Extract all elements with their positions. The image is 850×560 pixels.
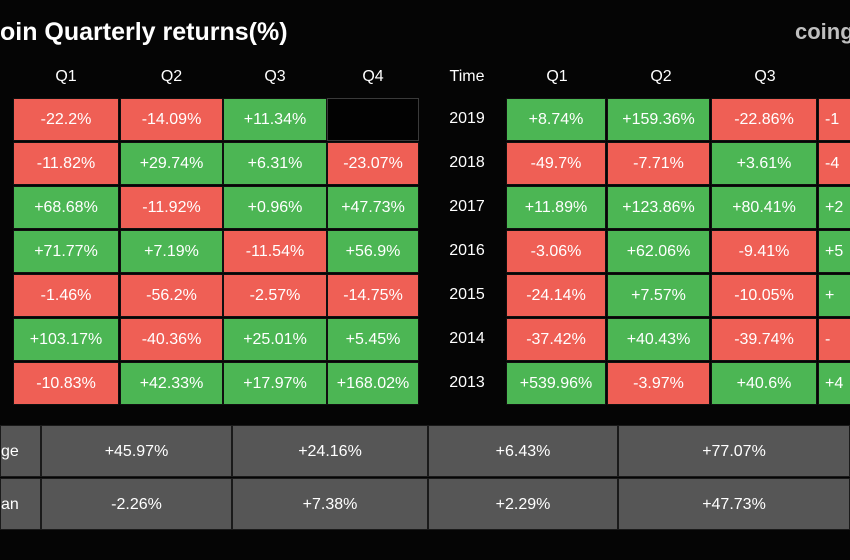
left-col-header-q3: Q3 <box>264 68 286 85</box>
right-cell: +8.74% <box>506 98 606 141</box>
right-cell: +159.36% <box>607 98 710 141</box>
right-cell: -10.05% <box>711 274 817 317</box>
left-cell: -2.57% <box>223 274 327 317</box>
right-cell: +80.41% <box>711 186 817 229</box>
right-cell: -22.86% <box>711 98 817 141</box>
right-cell: +2 <box>818 186 850 229</box>
left-cell: +29.74% <box>120 142 223 185</box>
left-cell: -10.83% <box>13 362 119 405</box>
right-cell: -3.06% <box>506 230 606 273</box>
right-cell: +4 <box>818 362 850 405</box>
right-cell: +40.6% <box>711 362 817 405</box>
right-cell: + <box>818 274 850 317</box>
summary-row-label: an <box>0 478 41 530</box>
brand-logo: coing <box>795 19 850 44</box>
left-cell: -11.54% <box>223 230 327 273</box>
year-label: 2014 <box>449 330 485 347</box>
summary-cell: +7.38% <box>232 478 428 530</box>
right-cell: -3.97% <box>607 362 710 405</box>
left-cell: -22.2% <box>13 98 119 141</box>
right-col-header-time: Time <box>449 68 485 85</box>
year-label: 2013 <box>449 374 485 391</box>
left-cell: -11.82% <box>13 142 119 185</box>
left-col-header-q1: Q1 <box>55 68 77 85</box>
left-cell: +7.19% <box>120 230 223 273</box>
left-cell: +6.31% <box>223 142 327 185</box>
right-cell: +11.89% <box>506 186 606 229</box>
summary-cell: +45.97% <box>41 425 232 477</box>
right-cell: -49.7% <box>506 142 606 185</box>
summary-cell: +24.16% <box>232 425 428 477</box>
right-cell: - <box>818 318 850 361</box>
right-cell: -37.42% <box>506 318 606 361</box>
left-cell: +56.9% <box>327 230 419 273</box>
left-cell: -56.2% <box>120 274 223 317</box>
left-cell <box>327 98 419 141</box>
summary-cell: +6.43% <box>428 425 618 477</box>
right-cell: +5 <box>818 230 850 273</box>
summary-cell: +47.73% <box>618 478 850 530</box>
summary-cell: +77.07% <box>618 425 850 477</box>
summary-row-label: ge <box>0 425 41 477</box>
right-cell: -1 <box>818 98 850 141</box>
year-label: 2018 <box>449 154 485 171</box>
year-label: 2015 <box>449 286 485 303</box>
left-cell: -40.36% <box>120 318 223 361</box>
left-cell: +17.97% <box>223 362 327 405</box>
left-cell: +11.34% <box>223 98 327 141</box>
left-cell: +103.17% <box>13 318 119 361</box>
right-cell: +3.61% <box>711 142 817 185</box>
right-cell: -7.71% <box>607 142 710 185</box>
right-cell: +123.86% <box>607 186 710 229</box>
summary-cell: +2.29% <box>428 478 618 530</box>
right-col-header-q2: Q2 <box>650 68 672 85</box>
right-col-header-q1: Q1 <box>546 68 568 85</box>
left-cell: +0.96% <box>223 186 327 229</box>
right-cell: +539.96% <box>506 362 606 405</box>
left-cell: -23.07% <box>327 142 419 185</box>
left-cell: +47.73% <box>327 186 419 229</box>
left-cell: +25.01% <box>223 318 327 361</box>
left-col-header-q2: Q2 <box>160 68 183 85</box>
year-label: 2019 <box>449 110 485 127</box>
left-cell: -14.09% <box>120 98 223 141</box>
year-label: 2017 <box>449 198 485 215</box>
left-cell: +5.45% <box>327 318 419 361</box>
left-cell: -11.92% <box>120 186 223 229</box>
right-cell: -4 <box>818 142 850 185</box>
left-cell: -14.75% <box>327 274 419 317</box>
year-label: 2016 <box>449 242 485 259</box>
right-cell: +62.06% <box>607 230 710 273</box>
page-title: oin Quarterly returns(%) <box>0 18 288 46</box>
left-cell: +68.68% <box>13 186 119 229</box>
left-col-header-q4: Q4 <box>362 68 384 85</box>
left-cell: -1.46% <box>13 274 119 317</box>
right-cell: -9.41% <box>711 230 817 273</box>
right-cell: -39.74% <box>711 318 817 361</box>
left-cell: +168.02% <box>327 362 419 405</box>
right-col-header-q3: Q3 <box>754 68 776 85</box>
left-cell: +71.77% <box>13 230 119 273</box>
right-cell: +7.57% <box>607 274 710 317</box>
left-cell: +42.33% <box>120 362 223 405</box>
right-cell: +40.43% <box>607 318 710 361</box>
right-cell: -24.14% <box>506 274 606 317</box>
summary-cell: -2.26% <box>41 478 232 530</box>
